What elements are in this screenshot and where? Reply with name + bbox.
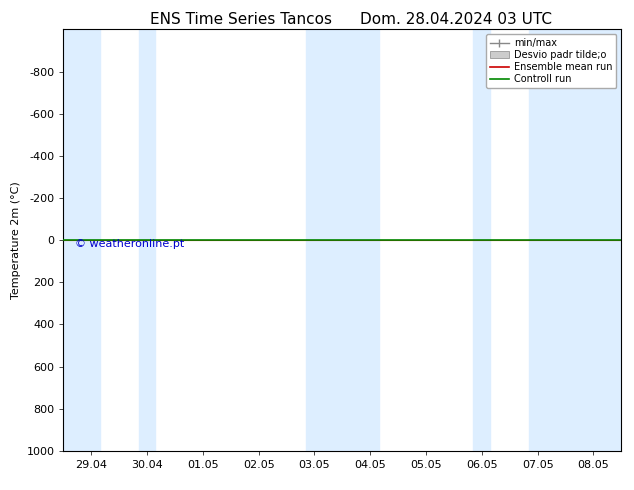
Y-axis label: Temperature 2m (°C): Temperature 2m (°C) — [11, 181, 21, 299]
Text: © weatheronline.pt: © weatheronline.pt — [75, 239, 184, 249]
Bar — [306, 29, 378, 451]
Text: Dom. 28.04.2024 03 UTC: Dom. 28.04.2024 03 UTC — [361, 12, 552, 27]
Bar — [474, 29, 490, 451]
Bar — [139, 29, 155, 451]
Bar — [63, 29, 100, 451]
Text: ENS Time Series Tancos: ENS Time Series Tancos — [150, 12, 332, 27]
Legend: min/max, Desvio padr tilde;o, Ensemble mean run, Controll run: min/max, Desvio padr tilde;o, Ensemble m… — [486, 34, 616, 88]
Bar — [529, 29, 621, 451]
